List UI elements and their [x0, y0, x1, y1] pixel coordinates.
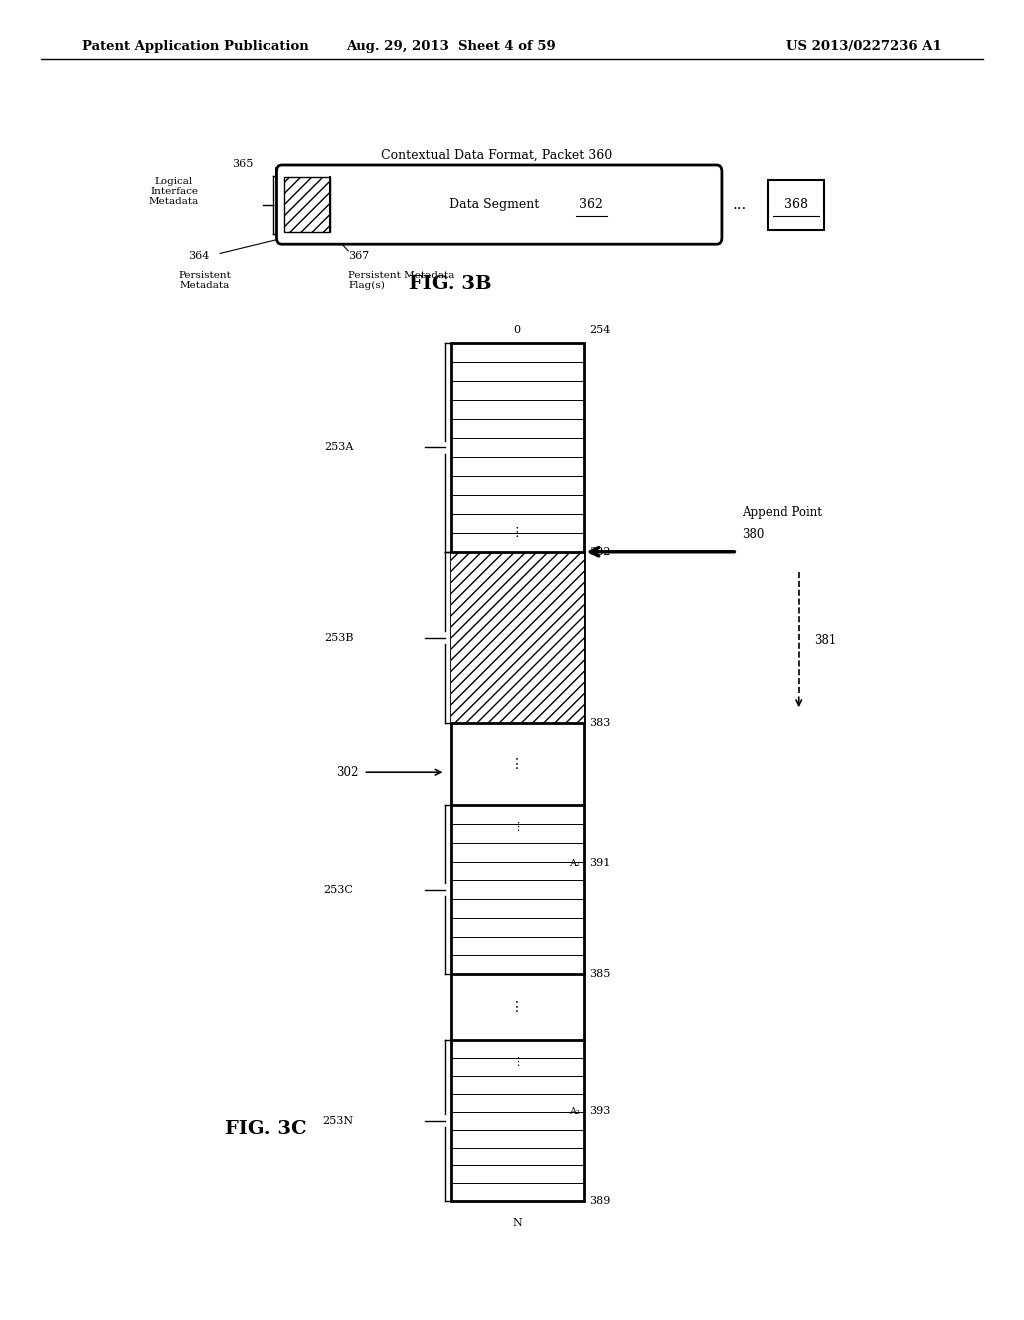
Text: 253C: 253C — [324, 884, 353, 895]
Text: 253A: 253A — [324, 442, 353, 453]
Text: ...: ... — [732, 198, 746, 211]
Text: Patent Application Publication: Patent Application Publication — [82, 40, 308, 53]
Text: 391: 391 — [589, 858, 610, 869]
Text: Data Segment: Data Segment — [449, 198, 540, 211]
Text: 0: 0 — [514, 325, 520, 335]
Text: Logical
Interface
Metadata: Logical Interface Metadata — [148, 177, 200, 206]
Text: ⋮: ⋮ — [512, 1057, 522, 1068]
Text: 389: 389 — [589, 1196, 610, 1206]
Text: A₂: A₂ — [569, 1107, 580, 1115]
Text: 302: 302 — [336, 766, 358, 779]
Text: N: N — [512, 1218, 522, 1229]
Bar — [451, 552, 584, 723]
Text: ⋮: ⋮ — [511, 525, 523, 539]
Text: 381: 381 — [814, 635, 837, 647]
Text: 368: 368 — [784, 198, 808, 211]
FancyBboxPatch shape — [276, 165, 722, 244]
Text: Persistent
Metadata: Persistent Metadata — [178, 271, 231, 290]
Text: A₂: A₂ — [569, 859, 580, 867]
Text: US 2013/0227236 A1: US 2013/0227236 A1 — [786, 40, 942, 53]
Bar — [768, 180, 824, 230]
Text: 367: 367 — [348, 251, 370, 261]
Text: 253N: 253N — [323, 1115, 353, 1126]
Bar — [451, 343, 584, 1201]
Text: 382: 382 — [589, 546, 610, 557]
Text: 254: 254 — [589, 325, 610, 335]
Text: Append Point: Append Point — [742, 506, 822, 519]
Text: ⋮: ⋮ — [512, 822, 522, 833]
Text: 385: 385 — [589, 969, 610, 979]
Text: 383: 383 — [589, 718, 610, 729]
Text: 362: 362 — [580, 198, 603, 211]
Text: ⋮: ⋮ — [510, 1001, 524, 1014]
Text: FIG. 3C: FIG. 3C — [225, 1119, 307, 1138]
Text: 380: 380 — [742, 528, 765, 541]
Text: ⋮: ⋮ — [510, 758, 524, 771]
Text: 365: 365 — [232, 158, 254, 169]
Text: 393: 393 — [589, 1106, 610, 1117]
Text: Persistent Metadata
Flag(s): Persistent Metadata Flag(s) — [348, 271, 455, 290]
Text: Contextual Data Format, Packet 360: Contextual Data Format, Packet 360 — [381, 149, 612, 162]
Bar — [284, 177, 330, 232]
Text: 253B: 253B — [324, 632, 353, 643]
Text: 364: 364 — [188, 251, 210, 261]
Text: Aug. 29, 2013  Sheet 4 of 59: Aug. 29, 2013 Sheet 4 of 59 — [346, 40, 555, 53]
Text: FIG. 3B: FIG. 3B — [410, 275, 492, 293]
